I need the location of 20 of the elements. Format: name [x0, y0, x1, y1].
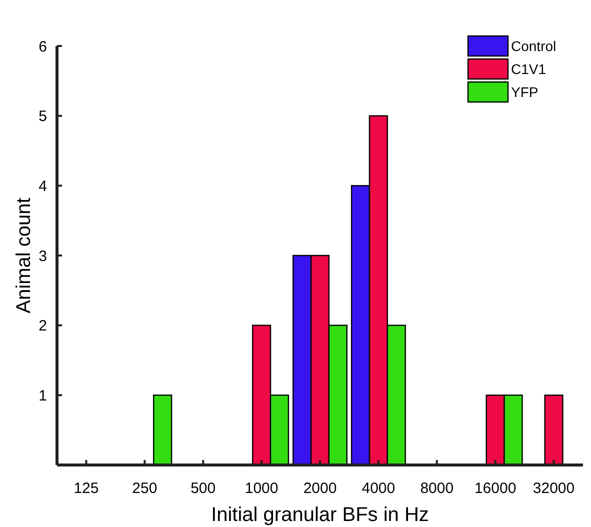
y-axis-title: Animal count	[13, 197, 35, 314]
x-tick-label: 32000	[532, 480, 575, 497]
x-tick-label: 125	[74, 480, 99, 497]
x-tick-label: 2000	[303, 480, 337, 497]
x-axis-title: Initial granular BFs in Hz	[211, 504, 429, 526]
x-tick-label: 1000	[244, 480, 278, 497]
legend-label: C1V1	[511, 60, 546, 77]
y-tick-label: 5	[38, 108, 47, 126]
y-tick-label: 2	[38, 318, 47, 335]
y-tick-label: 6	[38, 38, 47, 56]
x-tick-label: 16000	[474, 480, 516, 497]
y-tick-label: 3	[38, 248, 47, 265]
x-tick-label: 500	[190, 480, 216, 497]
x-tick-label: 8000	[420, 480, 454, 497]
legend-label: YFP	[511, 84, 538, 100]
x-tick-label: 250	[132, 480, 158, 497]
legend-label: Control	[511, 38, 556, 54]
y-tick-label: 1	[38, 387, 47, 404]
y-tick-label: 4	[38, 178, 47, 195]
x-tick-label: 4000	[362, 480, 396, 497]
